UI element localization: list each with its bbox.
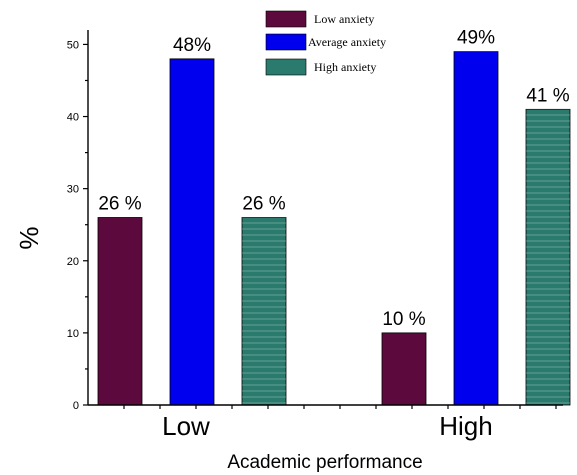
bar-average-anxiety-low (169, 58, 215, 406)
legend-label: Low anxiety (314, 12, 374, 26)
y-tick-label: 30 (67, 184, 79, 196)
bars-layer (97, 51, 571, 406)
data-label: 26 % (98, 194, 141, 215)
legend: Low anxiety Average anxiety High anxiety (265, 10, 386, 76)
data-label: 10 % (382, 309, 425, 330)
x-axis-label: Academic performance (227, 452, 422, 473)
y-tick-label: 20 (67, 256, 79, 268)
legend-label: Average anxiety (308, 35, 386, 49)
y-tick-label: 10 (67, 328, 79, 340)
category-label-high: High (439, 411, 492, 441)
data-label: 48% (173, 35, 211, 56)
y-tick-label: 50 (67, 39, 79, 51)
bar-stripe-overlay (526, 109, 570, 406)
legend-swatch-average-anxiety (265, 33, 307, 51)
bar-low-anxiety-low (97, 217, 143, 406)
bar-average-anxiety-high (453, 51, 499, 406)
legend-swatch-low-anxiety (265, 10, 307, 28)
y-ticks-layer: 0 10 20 30 40 50 (67, 39, 557, 412)
category-labels-layer: Low High (162, 411, 493, 441)
bar-stripe-overlay (242, 217, 286, 405)
data-label: 49% (457, 28, 495, 49)
bar-low-anxiety-high (381, 332, 427, 406)
legend-label: High anxiety (314, 60, 376, 74)
y-tick-label: 40 (67, 112, 79, 124)
category-label-low: Low (162, 411, 210, 441)
legend-swatch-high-anxiety (265, 58, 307, 76)
y-tick-label: 0 (73, 400, 79, 412)
y-axis-label: % (14, 226, 44, 249)
data-label: 41 % (526, 85, 569, 106)
data-label: 26 % (242, 194, 285, 215)
data-labels-layer: 26 % 10 % 48% 49% 26 % 41 % (98, 28, 569, 330)
